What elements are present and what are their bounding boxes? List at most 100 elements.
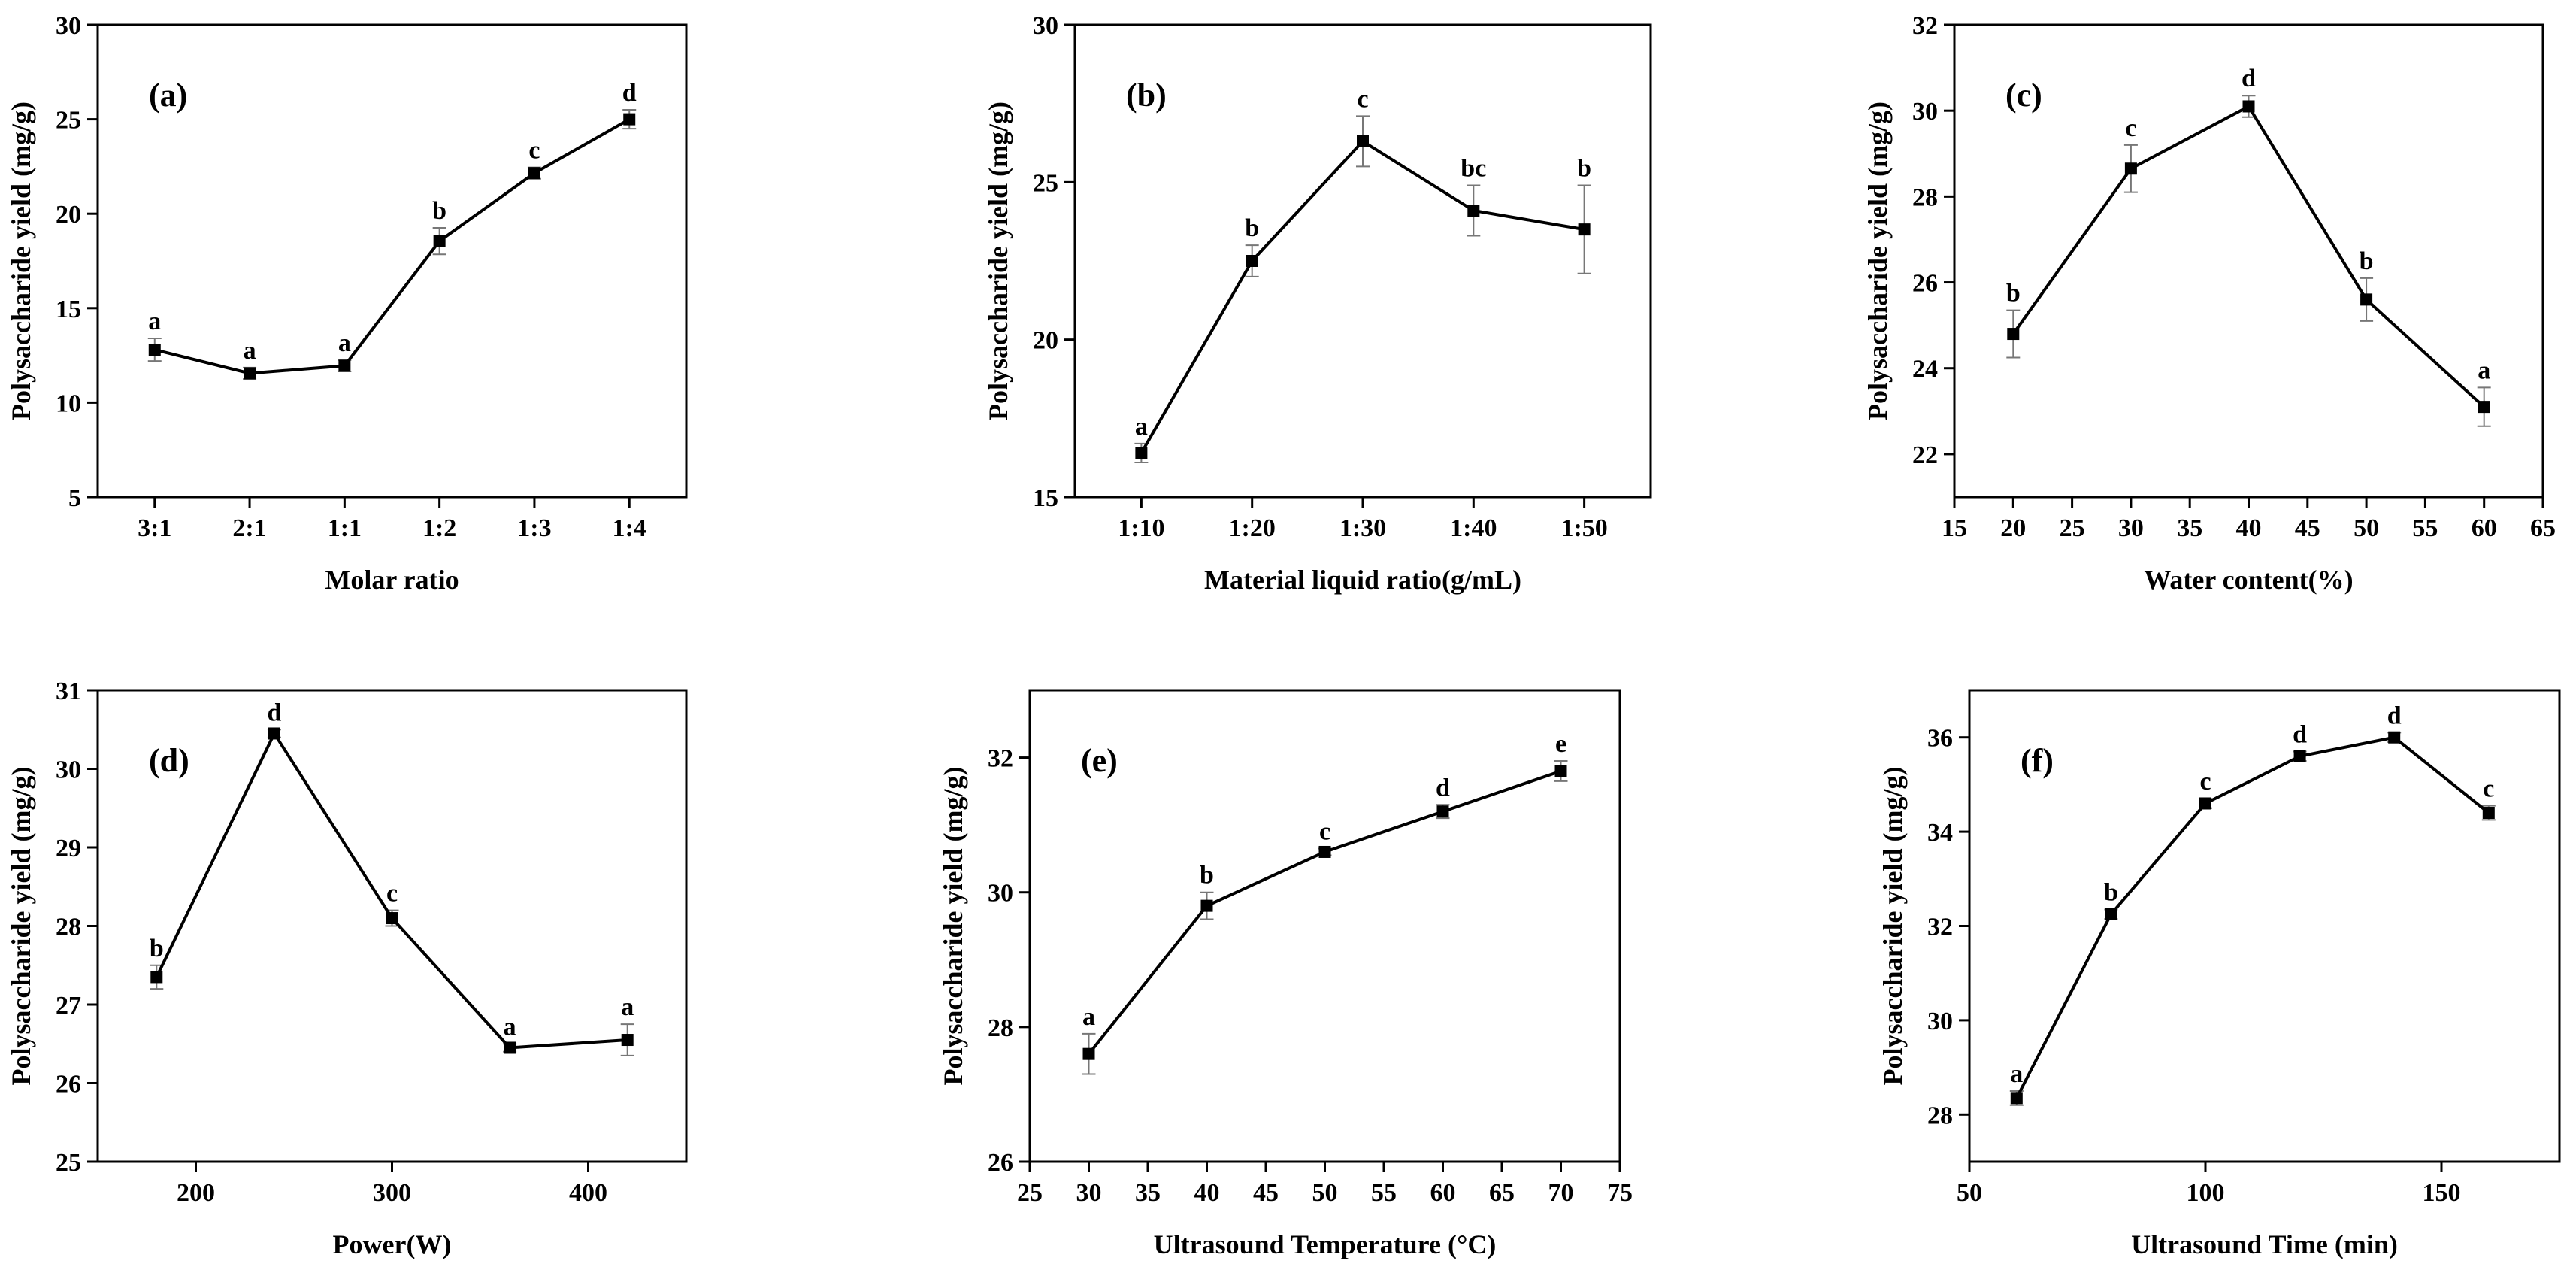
significance-label: a: [338, 329, 351, 357]
x-tick-label: 30: [1076, 1179, 1102, 1207]
significance-label: a: [2010, 1060, 2023, 1088]
y-tick-label: 25: [56, 1149, 81, 1177]
data-point: [2007, 328, 2020, 341]
significance-label: d: [267, 699, 281, 726]
x-tick-label: 1:40: [1450, 514, 1497, 542]
data-point: [1135, 447, 1148, 459]
data-point: [528, 167, 540, 180]
y-tick-label: 22: [1912, 441, 1938, 469]
y-tick-label: 26: [988, 1149, 1013, 1177]
significance-label: a: [621, 993, 634, 1021]
x-tick-label: 1:3: [517, 514, 551, 542]
data-point: [1318, 845, 1331, 858]
significance-label: bc: [1461, 155, 1486, 183]
significance-label: a: [244, 337, 256, 365]
plot-frame: [1028, 689, 1621, 1163]
significance-label: e: [1555, 730, 1566, 758]
series-line: [154, 117, 631, 375]
data-point: [433, 235, 446, 247]
significance-label: d: [622, 79, 637, 107]
x-tick-label: 2:1: [232, 514, 266, 542]
x-tick-label: 3:1: [138, 514, 171, 542]
x-tick-label: 200: [177, 1179, 215, 1207]
significance-label: a: [1082, 1003, 1095, 1031]
data-point: [268, 727, 280, 740]
plot-frame: [96, 23, 688, 499]
significance-label: c: [2199, 768, 2211, 796]
chart-panel: 1:10 1:20 1:30 1:40 1:50 15 20 25 30 Material liq…: [983, 12, 1652, 595]
significance-label: d: [2293, 721, 2307, 749]
y-axis-title: Polysaccharide yield (mg/g): [6, 767, 36, 1086]
y-tick-label: 30: [1033, 12, 1058, 40]
x-tick-label: 70: [1548, 1179, 1574, 1207]
x-tick-label: 65: [1489, 1179, 1515, 1207]
y-tick-label: 24: [1912, 356, 1938, 383]
significance-label: b: [2006, 280, 2021, 308]
y-axis-title: Polysaccharide yield (mg/g): [1863, 102, 1893, 420]
significance-label: d: [2242, 65, 2256, 92]
significance-label: c: [2125, 114, 2136, 142]
significance-label: c: [386, 880, 398, 908]
significance-label: c: [2483, 775, 2494, 803]
significance-label: a: [148, 308, 161, 335]
x-tick-label: 25: [2060, 514, 2085, 542]
x-tick-label: 1:50: [1560, 514, 1607, 542]
x-axis-title: Ultrasound Temperature (°C): [1154, 1229, 1497, 1259]
data-point: [386, 912, 398, 925]
data-point: [2360, 293, 2373, 306]
chart-panel: 200 300 400 25 26 27 28 29 30 31 Power(W) Polysacch…: [6, 677, 688, 1259]
x-tick-label: 150: [2423, 1179, 2461, 1207]
data-point: [338, 359, 351, 372]
x-tick-label: 35: [1135, 1179, 1161, 1207]
x-tick-label: 65: [2530, 514, 2556, 542]
y-tick-label: 28: [988, 1014, 1013, 1042]
panel-label: (d): [149, 742, 189, 779]
significance-label: a: [504, 1013, 516, 1041]
data-point: [2242, 100, 2255, 113]
significance-label: a: [1135, 413, 1148, 441]
x-tick-label: 1:20: [1229, 514, 1276, 542]
x-tick-label: 30: [2118, 514, 2144, 542]
data-point: [2478, 401, 2490, 414]
significance-label: c: [1319, 817, 1330, 845]
data-point: [1246, 255, 1258, 267]
data-point: [1578, 223, 1591, 236]
chart-panel: 50 100 150 28 30 32 34 36 Ultrasound Time (min) P…: [1878, 689, 2561, 1259]
x-tick-label: 1:2: [422, 514, 456, 542]
y-tick-label: 28: [1912, 183, 1938, 211]
y-tick-label: 25: [1033, 169, 1058, 197]
data-point: [1357, 135, 1369, 147]
y-tick-label: 36: [1927, 725, 1953, 753]
significance-label: b: [1577, 155, 1591, 183]
y-tick-label: 32: [1927, 914, 1953, 941]
y-axis-title: Polysaccharide yield (mg/g): [6, 102, 36, 420]
y-tick-label: 32: [1912, 12, 1938, 40]
y-tick-label: 26: [56, 1071, 81, 1099]
x-tick-label: 50: [2354, 514, 2379, 542]
x-tick-label: 1:10: [1118, 514, 1164, 542]
x-axis-title: Ultrasound Time (min): [2131, 1229, 2398, 1259]
data-point: [2105, 908, 2117, 920]
panel-label: (a): [149, 77, 187, 114]
x-tick-label: 40: [2236, 514, 2262, 542]
y-tick-label: 30: [1912, 98, 1938, 126]
x-tick-label: 35: [2177, 514, 2202, 542]
data-point: [2388, 731, 2401, 744]
data-point: [150, 971, 163, 984]
data-point: [2482, 807, 2495, 820]
y-axis-title: Polysaccharide yield (mg/g): [983, 102, 1013, 420]
y-tick-label: 30: [1927, 1008, 1953, 1035]
x-tick-label: 55: [1371, 1179, 1397, 1207]
x-tick-label: 25: [1017, 1179, 1043, 1207]
significance-label: d: [2387, 702, 2402, 729]
y-tick-label: 15: [1033, 484, 1058, 512]
significance-label: b: [2360, 247, 2374, 275]
y-tick-label: 15: [56, 296, 81, 323]
panel-label: (c): [2005, 77, 2042, 114]
data-point: [2293, 750, 2306, 762]
data-point: [1467, 205, 1480, 217]
x-tick-label: 300: [373, 1179, 411, 1207]
x-tick-label: 55: [2412, 514, 2438, 542]
x-tick-label: 50: [1312, 1179, 1338, 1207]
